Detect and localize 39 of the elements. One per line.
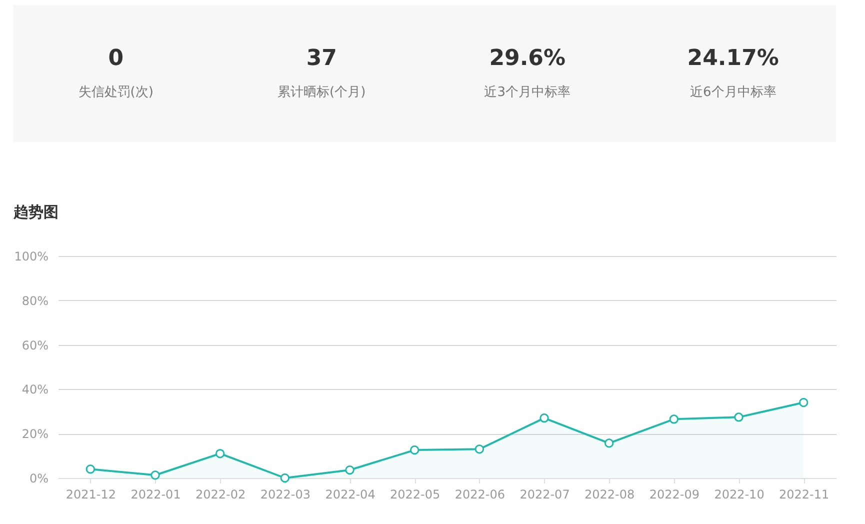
y-tick-label: 0% bbox=[29, 472, 48, 486]
text: 24.17% bbox=[687, 46, 779, 71]
x-tick-label: 2022-04 bbox=[325, 488, 376, 502]
point bbox=[410, 445, 420, 455]
x-tick-label: 2022-06 bbox=[454, 488, 505, 502]
point bbox=[604, 438, 614, 448]
x-tick-label: 2022-11 bbox=[779, 488, 830, 502]
text: 累计晒标(个月) bbox=[278, 84, 366, 101]
point bbox=[345, 465, 354, 475]
x-tick-label: 2022-07 bbox=[520, 488, 570, 502]
point bbox=[86, 464, 96, 474]
point bbox=[150, 470, 160, 480]
text: 0 bbox=[108, 46, 124, 71]
y-tick-label: 80% bbox=[22, 294, 48, 308]
y-tick-label: 100% bbox=[14, 250, 48, 264]
text: 37 bbox=[306, 46, 337, 71]
point bbox=[798, 398, 808, 408]
text: 近6个月中标率 bbox=[690, 84, 776, 101]
x-tick-label: 2022-03 bbox=[260, 488, 310, 502]
x-tick-label: 2022-09 bbox=[649, 488, 700, 502]
point bbox=[540, 413, 549, 423]
point bbox=[215, 448, 225, 458]
x-tick-label: 2022-05 bbox=[390, 488, 440, 502]
text: 近3个月中标率 bbox=[484, 84, 571, 101]
point bbox=[280, 473, 290, 483]
x-tick-label: 2021-12 bbox=[66, 488, 116, 502]
x-tick-label: 2022-10 bbox=[714, 488, 764, 502]
text: 29.6% bbox=[489, 46, 566, 71]
text: 失信处罚(次) bbox=[78, 84, 154, 101]
point bbox=[474, 444, 484, 454]
x-tick-label: 2022-08 bbox=[584, 488, 635, 502]
y-tick-label: 60% bbox=[22, 338, 48, 352]
point bbox=[669, 414, 679, 424]
x-tick-label: 2022-02 bbox=[196, 488, 246, 502]
y-tick-label: 40% bbox=[22, 382, 48, 397]
x-tick-label: 2022-01 bbox=[130, 488, 181, 502]
chart-title: 趋势图 bbox=[12, 203, 59, 221]
point bbox=[734, 412, 744, 422]
y-tick-label: 20% bbox=[22, 427, 48, 442]
